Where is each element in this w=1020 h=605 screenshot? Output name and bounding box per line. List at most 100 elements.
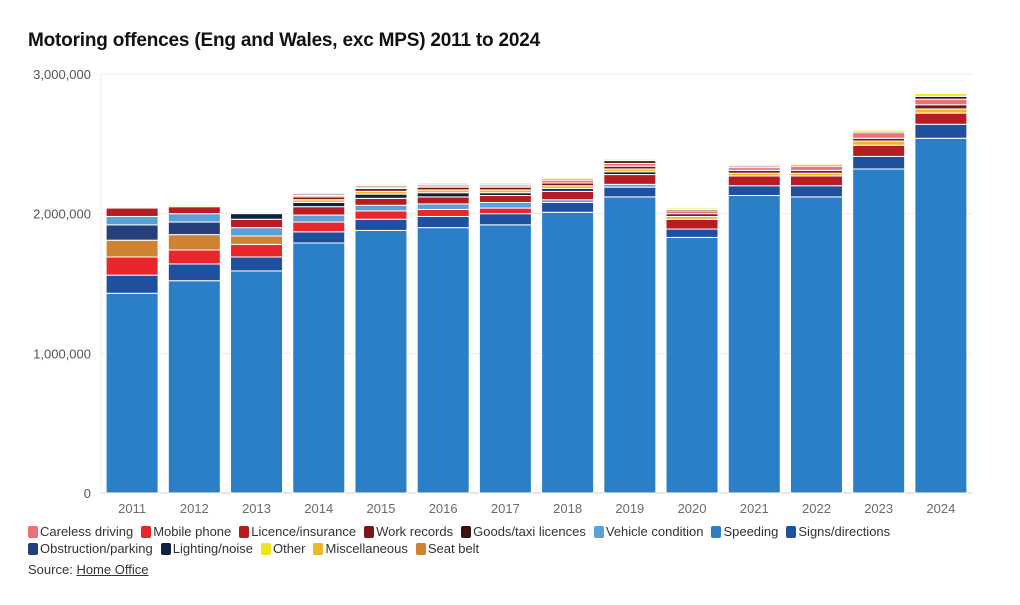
bar-segment[interactable] [230, 270, 284, 494]
bar-stack-2011[interactable] [105, 207, 159, 494]
bar-segment[interactable] [727, 195, 781, 494]
bar-segment[interactable] [167, 263, 221, 282]
bar-segment[interactable] [167, 234, 221, 251]
bar-segment[interactable] [665, 236, 719, 494]
bar-stack-2020[interactable] [665, 207, 719, 494]
bar-segment[interactable] [292, 221, 346, 233]
bar-segment[interactable] [292, 201, 346, 208]
bar-segment[interactable] [727, 164, 781, 167]
bar-stack-2024[interactable] [914, 93, 968, 494]
bar-segment[interactable] [105, 207, 159, 217]
bar-segment[interactable] [789, 165, 843, 171]
bar-stack-2019[interactable] [603, 158, 657, 494]
bar-segment[interactable] [914, 112, 968, 125]
bar-segment[interactable] [230, 256, 284, 272]
bar-segment[interactable] [852, 132, 906, 139]
bar-segment[interactable] [167, 206, 221, 215]
bar-segment[interactable] [105, 256, 159, 276]
bar-stack-2013[interactable] [230, 213, 284, 494]
bar-segment[interactable] [852, 140, 906, 146]
bar-stack-2023[interactable] [852, 129, 906, 494]
bar-segment[interactable] [167, 213, 221, 223]
legend-item[interactable]: Speeding [711, 524, 778, 540]
legend-item[interactable]: Mobile phone [141, 524, 231, 540]
bar-stack-2021[interactable] [727, 164, 781, 494]
bar-segment[interactable] [478, 201, 532, 209]
bar-segment[interactable] [105, 239, 159, 258]
bar-segment[interactable] [541, 201, 595, 213]
bar-segment[interactable] [105, 215, 159, 226]
bar-segment[interactable] [789, 175, 843, 187]
bar-segment[interactable] [416, 203, 470, 210]
bar-segment[interactable] [852, 168, 906, 494]
bar-segment[interactable] [416, 192, 470, 198]
bar-segment[interactable] [105, 224, 159, 241]
bar-segment[interactable] [478, 224, 532, 494]
bar-segment[interactable] [914, 137, 968, 494]
bar-segment[interactable] [914, 104, 968, 110]
bar-segment[interactable] [478, 213, 532, 226]
legend-item[interactable]: Goods/taxi licences [461, 524, 586, 540]
bar-segment[interactable] [167, 280, 221, 494]
legend-item[interactable]: Signs/directions [786, 524, 890, 540]
bar-segment[interactable] [230, 213, 284, 220]
bar-segment[interactable] [541, 211, 595, 494]
bar-segment[interactable] [354, 193, 408, 199]
bar-stack-2012[interactable] [167, 204, 221, 494]
bar-stack-2022[interactable] [789, 162, 843, 494]
bar-segment[interactable] [354, 218, 408, 231]
legend-item[interactable]: Work records [364, 524, 453, 540]
legend-item[interactable]: Miscellaneous [313, 541, 408, 557]
legend-item[interactable]: Lighting/noise [160, 541, 253, 557]
bar-segment[interactable] [789, 185, 843, 198]
bar-segment[interactable] [354, 204, 408, 212]
bar-segment[interactable] [727, 185, 781, 197]
legend-item[interactable]: Careless driving [28, 524, 133, 540]
legend-item[interactable]: Vehicle condition [593, 524, 703, 540]
bar-segment[interactable] [541, 190, 595, 201]
bar-segment[interactable] [354, 183, 408, 187]
bar-segment[interactable] [167, 249, 221, 265]
bar-segment[interactable] [665, 207, 719, 210]
bar-segment[interactable] [478, 195, 532, 203]
bar-segment[interactable] [914, 93, 968, 97]
bar-segment[interactable] [292, 231, 346, 244]
bar-segment[interactable] [167, 221, 221, 236]
legend-item[interactable]: Licence/insurance [239, 524, 356, 540]
bar-segment[interactable] [727, 175, 781, 187]
bar-segment[interactable] [789, 162, 843, 166]
bar-stack-2018[interactable] [541, 176, 595, 494]
bar-segment[interactable] [914, 108, 968, 114]
bar-segment[interactable] [416, 208, 470, 217]
bar-stack-2014[interactable] [292, 192, 346, 494]
bar-segment[interactable] [478, 182, 532, 185]
legend-item[interactable]: Other [260, 541, 305, 557]
bar-segment[interactable] [665, 218, 719, 230]
bar-segment[interactable] [354, 229, 408, 494]
bar-segment[interactable] [416, 227, 470, 494]
bar-segment[interactable] [603, 174, 657, 185]
bar-segment[interactable] [230, 218, 284, 229]
legend-item[interactable]: Seat belt [415, 541, 479, 557]
bar-segment[interactable] [416, 196, 470, 205]
bar-segment[interactable] [789, 196, 843, 494]
bar-segment[interactable] [852, 155, 906, 170]
bar-segment[interactable] [914, 98, 968, 106]
bar-segment[interactable] [105, 274, 159, 294]
bar-segment[interactable] [603, 196, 657, 494]
bar-segment[interactable] [852, 144, 906, 157]
bar-stack-2016[interactable] [416, 182, 470, 494]
bar-segment[interactable] [603, 158, 657, 162]
bar-segment[interactable] [416, 182, 470, 185]
bar-segment[interactable] [292, 192, 346, 195]
source-link[interactable]: Home Office [76, 562, 149, 577]
bar-segment[interactable] [292, 206, 346, 216]
bar-segment[interactable] [354, 210, 408, 220]
bar-segment[interactable] [603, 186, 657, 198]
bar-segment[interactable] [105, 292, 159, 494]
bar-segment[interactable] [167, 204, 221, 208]
bar-segment[interactable] [541, 176, 595, 180]
bar-segment[interactable] [292, 214, 346, 223]
bar-segment[interactable] [230, 235, 284, 245]
bar-stack-2015[interactable] [354, 183, 408, 494]
